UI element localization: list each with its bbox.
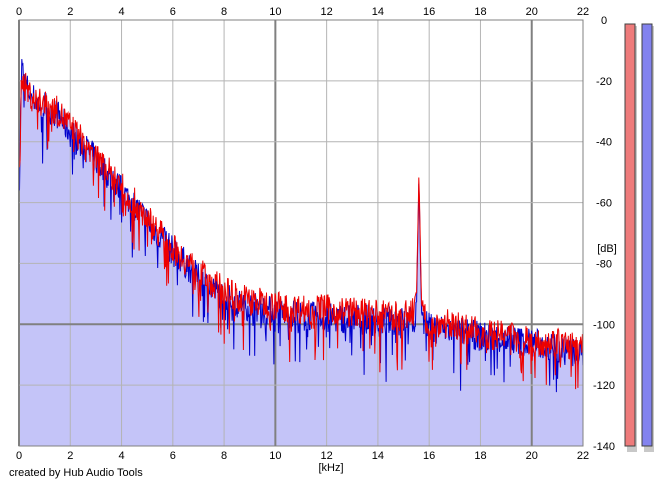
x-tick-label: 2 [67, 6, 73, 18]
x-axis-label: [kHz] [318, 462, 343, 474]
y-axis-label: [dB] [597, 243, 617, 255]
y-tick-label: -40 [596, 137, 612, 149]
x-tick-label: 8 [221, 6, 227, 18]
x-tick-label: 6 [170, 450, 176, 462]
x-tick-label: 4 [118, 6, 124, 18]
right-level-meter [641, 23, 653, 447]
x-tick-label: 16 [423, 450, 435, 462]
y-tick-label: 0 [601, 15, 607, 27]
x-tick-label: 10 [269, 6, 281, 18]
x-tick-label: 16 [423, 6, 435, 18]
x-tick-label: 6 [170, 6, 176, 18]
x-tick-label: 4 [118, 450, 124, 462]
left-level-meter [624, 23, 636, 447]
credit-text: created by Hub Audio Tools [9, 467, 143, 479]
plot-border [18, 19, 584, 447]
x-tick-label: 22 [577, 450, 589, 462]
level-meters [624, 23, 654, 452]
x-tick-label: 20 [526, 450, 538, 462]
x-ticks-bottom: 0 2 4 6 8 10 12 14 16 18 20 22 [16, 450, 589, 462]
x-tick-label: 14 [372, 6, 384, 18]
spectrum-area [19, 59, 583, 446]
x-tick-label: 18 [474, 6, 486, 18]
x-tick-label: 0 [16, 450, 22, 462]
series-lines [19, 59, 584, 393]
x-tick-label: 0 [16, 6, 22, 18]
y-ticks-right: 0 -20 -40 -60 -80 -100 -120 -140 [593, 15, 615, 453]
x-tick-label: 20 [526, 6, 538, 18]
y-tick-label: -80 [596, 258, 612, 270]
y-tick-label: -60 [596, 198, 612, 210]
spectrum-fill [19, 59, 583, 446]
y-tick-label: -20 [596, 76, 612, 88]
x-tick-label: 8 [221, 450, 227, 462]
x-tick-label: 12 [321, 6, 333, 18]
x-ticks-top: 0 2 4 6 8 10 12 14 16 18 20 22 [16, 6, 589, 18]
x-tick-label: 18 [474, 450, 486, 462]
x-tick-label: 22 [577, 6, 589, 18]
y-tick-label: -120 [593, 380, 615, 392]
x-tick-label: 2 [67, 450, 73, 462]
x-tick-label: 10 [269, 450, 281, 462]
x-tick-label: 12 [321, 450, 333, 462]
series-line-red [19, 72, 584, 390]
x-tick-label: 14 [372, 450, 384, 462]
y-tick-label: -140 [593, 441, 615, 453]
y-tick-label: -100 [593, 319, 615, 331]
